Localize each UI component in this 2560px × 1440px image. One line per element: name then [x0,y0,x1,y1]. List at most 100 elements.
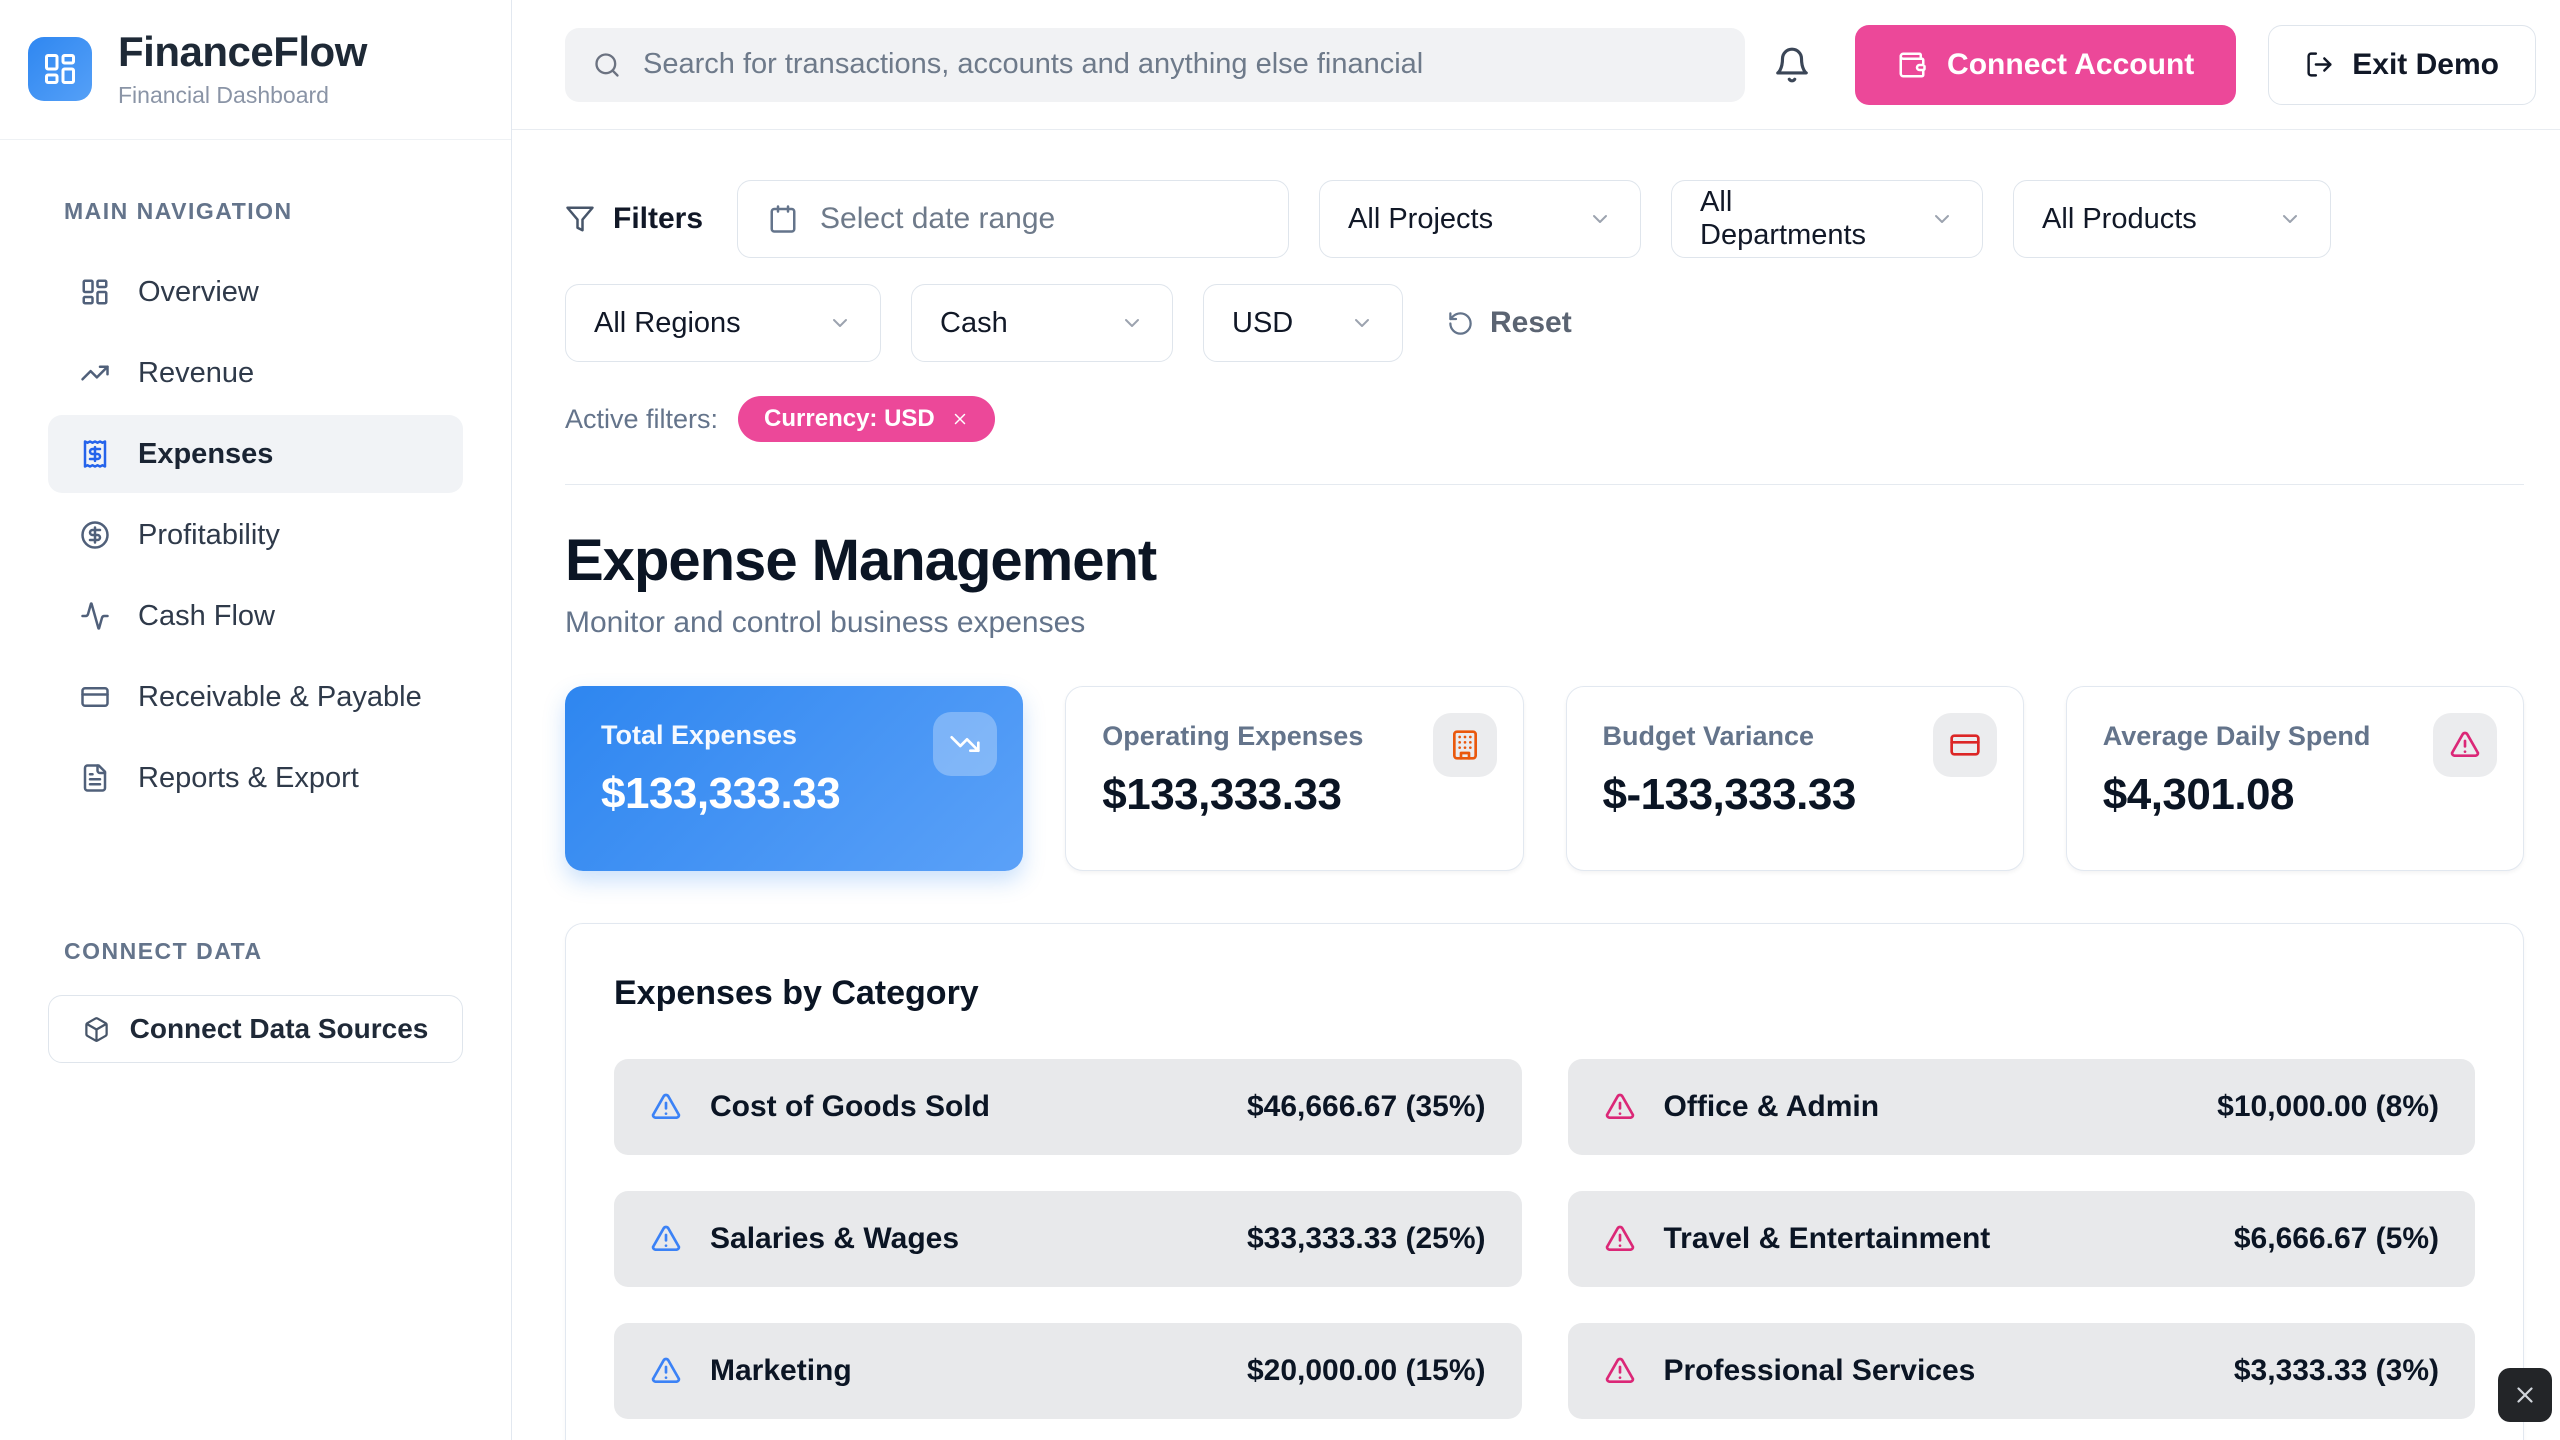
connect-data-sources-button[interactable]: Connect Data Sources [48,995,463,1063]
filters-label: Filters [565,202,703,236]
stat-icon-chip [2433,713,2497,777]
page-content: Filters Select date range All Projects A… [512,130,2560,1440]
category-row-cost-of-goods-sold: Cost of Goods Sold $46,666.67 (35%) [614,1059,1522,1155]
page-subtitle: Monitor and control business expenses [565,606,1086,639]
date-range-placeholder: Select date range [820,202,1056,235]
filters-row-2: All Regions Cash USD Reset [565,284,2524,362]
filter-icon [566,206,594,232]
dollar-circle-icon [81,521,109,549]
stat-label: Operating Expenses [1102,721,1364,751]
stat-icon-chip [1432,713,1497,777]
alert-triangle-icon [651,1357,681,1383]
stat-value: $133,333.33 [1102,770,1342,819]
stat-card-total-expenses: Total Expenses $133,333.33 [565,686,1024,871]
alert-triangle-icon [651,1225,681,1251]
brand: FinanceFlow Financial Dashboard [0,0,511,140]
page-title: Expense Management [565,528,1157,593]
calendar-icon [770,205,796,233]
category-row-salaries-wages: Salaries & Wages $33,333.33 (25%) [614,1191,1522,1287]
stat-label: Budget Variance [1602,721,1815,751]
stat-card-average-daily-spend: Average Daily Spend $4,301.08 [2065,686,2524,871]
category-name: Cost of Goods Sold [710,1090,990,1123]
products-select-value: All Products [2042,202,2197,235]
reset-filters-button[interactable]: Reset [1447,306,1572,340]
sidebar-item-label: Profitability [138,518,280,551]
category-row-marketing: Marketing $20,000.00 (15%) [614,1323,1522,1419]
sidebar: FinanceFlow Financial Dashboard MAIN NAV… [0,0,512,1440]
products-select[interactable]: All Products [2013,180,2332,258]
filters-row-1: Filters Select date range All Projects A… [565,180,2524,258]
wallet-icon [1899,52,1926,77]
sidebar-item-label: Expenses [138,437,274,470]
sidebar-item-expenses[interactable]: Expenses [48,415,463,493]
category-value: $10,000.00 (8%) [2217,1090,2439,1123]
category-grid: Cost of Goods Sold $46,666.67 (35%) Offi… [614,1059,2475,1419]
brand-logo [28,36,92,101]
category-value: $46,666.67 (35%) [1246,1090,1486,1123]
brand-subtitle: Financial Dashboard [118,82,329,108]
top-bar: Connect Account Exit Demo [512,0,2560,130]
payment-method-select-value: Cash [940,306,1008,339]
regions-select-value: All Regions [594,306,741,339]
sidebar-item-profitability[interactable]: Profitability [48,496,463,574]
trending-up-icon [81,365,109,381]
sidebar-item-revenue[interactable]: Revenue [48,334,463,412]
credit-card-icon [81,687,109,707]
trending-down-icon [950,736,980,752]
active-filters-label: Active filters: [565,403,719,434]
alert-triangle-icon [651,1093,681,1119]
sidebar-item-label: Revenue [138,356,255,389]
currency-select[interactable]: USD [1203,284,1403,362]
sidebar-item-label: Reports & Export [138,761,359,794]
stat-label: Average Daily Spend [2102,721,2371,751]
alert-triangle-icon [2450,731,2480,757]
active-filter-chip-label: Currency: USD [764,405,935,432]
connect-account-button[interactable]: Connect Account [1855,24,2237,105]
alert-triangle-icon [1605,1093,1634,1119]
filters-label-text: Filters [613,202,704,235]
sidebar-item-overview[interactable]: Overview [48,253,463,331]
close-overlay-button[interactable] [2498,1368,2552,1422]
sidebar-item-receivable-payable[interactable]: Receivable & Payable [48,658,463,736]
category-row-office-admin: Office & Admin $10,000.00 (8%) [1567,1059,2475,1155]
departments-select-value: All Departments [1700,186,1867,251]
departments-select[interactable]: All Departments [1671,180,1984,258]
sidebar-item-reports-export[interactable]: Reports & Export [48,739,463,817]
category-name: Professional Services [1663,1354,1976,1387]
date-range-input[interactable]: Select date range [737,180,1290,258]
exit-demo-button[interactable]: Exit Demo [2268,24,2536,105]
file-text-icon [83,764,107,792]
remove-filter-icon[interactable] [951,410,969,428]
stat-card-operating-expenses: Operating Expenses $133,333.33 [1065,686,1524,871]
chevron-down-icon [1935,215,1950,223]
search-input[interactable] [643,48,1717,81]
activity-icon [81,602,109,630]
chevron-down-icon [1355,319,1369,327]
expenses-by-category-panel: Expenses by Category Cost of Goods Sold … [565,923,2524,1440]
connect-data-sources-label: Connect Data Sources [129,1013,429,1044]
category-name: Marketing [710,1354,852,1387]
stat-label: Total Expenses [601,720,798,750]
regions-select[interactable]: All Regions [565,284,881,362]
search-bar[interactable] [565,27,1745,102]
category-value: $33,333.33 (25%) [1246,1222,1486,1255]
category-value: $3,333.33 (3%) [2233,1354,2439,1387]
projects-select[interactable]: All Projects [1319,180,1642,258]
sidebar-item-label: Overview [138,275,259,308]
box-icon [84,1016,108,1042]
chevron-down-icon [2283,215,2298,223]
category-name: Office & Admin [1663,1090,1880,1123]
reset-label: Reset [1490,306,1572,339]
stat-card-budget-variance: Budget Variance $-133,333.33 [1565,686,2024,871]
sidebar-item-cash-flow[interactable]: Cash Flow [48,577,463,655]
building-icon [1452,730,1477,760]
bell-icon[interactable] [1773,46,1811,84]
active-filter-chip-currency[interactable]: Currency: USD [738,396,995,442]
sidebar-item-label: Receivable & Payable [138,680,422,713]
category-name: Travel & Entertainment [1663,1222,1991,1255]
close-icon [2517,1387,2533,1403]
chevron-down-icon [833,319,847,327]
category-name: Salaries & Wages [710,1222,960,1255]
payment-method-select[interactable]: Cash [911,284,1173,362]
alert-triangle-icon [1605,1225,1634,1251]
